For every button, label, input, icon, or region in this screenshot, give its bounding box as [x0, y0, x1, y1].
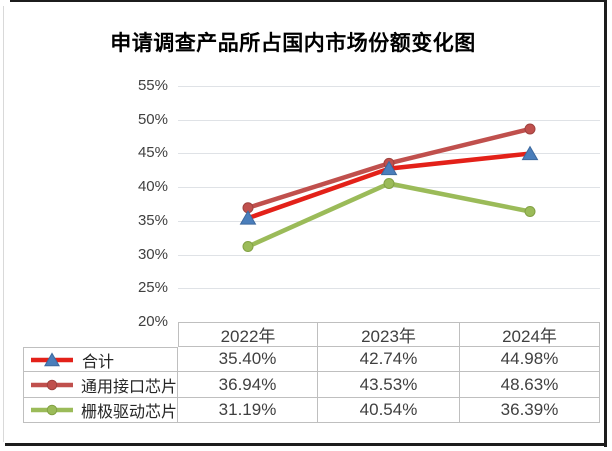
- table-value-cell: 36.39%: [460, 398, 600, 423]
- legend-key-cell: 合计: [23, 347, 178, 372]
- table-header-year: 2023年: [318, 322, 460, 347]
- table-value-cell: 44.98%: [460, 347, 600, 372]
- series-marker-triangle: [44, 351, 60, 366]
- legend-key-cell: 通用接口芯片: [23, 372, 178, 398]
- legend-key-icon: [31, 404, 73, 416]
- legend-key-icon: [31, 379, 73, 390]
- table-value-cell: 43.53%: [318, 372, 460, 398]
- frame-border-top: [10, 0, 607, 2]
- frame-border-right: [604, 0, 607, 447]
- legend-series-name: 通用接口芯片: [80, 378, 177, 396]
- y-axis-tick-label: 45%: [137, 144, 168, 162]
- y-axis-tick-label: 20%: [137, 313, 168, 330]
- gridline: [178, 153, 600, 155]
- gridline: [178, 254, 600, 256]
- frame-border-left: [3, 6, 4, 442]
- y-axis-tick-label: 40%: [137, 178, 168, 196]
- series-marker-circle: [242, 202, 254, 214]
- series-marker-triangle: [380, 160, 398, 176]
- table-value-cell: 35.40%: [178, 347, 318, 372]
- y-axis-tick-label: 30%: [137, 245, 168, 263]
- table-value-cell: 40.54%: [318, 398, 460, 423]
- series-marker-circle: [524, 205, 536, 217]
- chart-title: 申请调查产品所占国内市场份额变化图: [110, 32, 476, 55]
- legend-key-cell: 栅极驱动芯片: [23, 398, 178, 423]
- table-value-cell: 31.19%: [178, 398, 318, 423]
- y-axis-tick-label: 25%: [137, 279, 168, 297]
- legend-series-name: 栅极驱动芯片: [80, 404, 177, 421]
- table-value-cell: 42.74%: [318, 347, 460, 372]
- gridline: [178, 119, 600, 121]
- legend-series-name: 合计: [82, 353, 115, 371]
- gridline: [178, 288, 600, 290]
- gridline: [178, 86, 600, 87]
- series-marker-circle: [46, 404, 58, 416]
- data-table: 2022年 2023年 2024年合计 35.40% 42.74% 44.98% 通用接口芯…: [23, 322, 600, 423]
- y-axis-tick-label: 55%: [137, 77, 168, 94]
- table-header-year: 2022年: [178, 322, 318, 347]
- series-line: [247, 181, 531, 249]
- y-axis-tick-label: 50%: [137, 110, 168, 128]
- table-value-cell: 36.94%: [178, 372, 318, 398]
- y-axis-tick-label: 35%: [137, 211, 168, 229]
- gridline: [178, 220, 600, 222]
- frame-border-bottom: [5, 443, 607, 446]
- series-line: [247, 151, 531, 221]
- legend-key-icon: [31, 351, 73, 366]
- table-header-year: 2024年: [460, 322, 600, 347]
- series-marker-circle: [46, 379, 58, 390]
- series-line: [247, 126, 531, 210]
- series-marker-triangle: [239, 210, 257, 225]
- table-corner-ghost: [23, 322, 178, 347]
- gridline: [178, 187, 600, 189]
- table-value-cell: 48.63%: [460, 372, 600, 398]
- series-marker-circle: [242, 241, 254, 253]
- series-marker-circle: [383, 157, 395, 169]
- series-marker-circle: [524, 123, 536, 135]
